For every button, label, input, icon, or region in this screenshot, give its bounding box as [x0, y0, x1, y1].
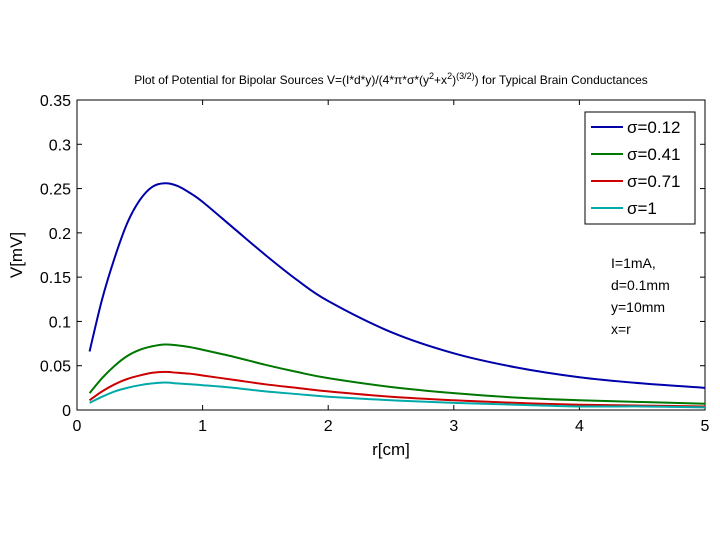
- series-line: [88, 182, 706, 389]
- x-tick-label: 3: [449, 418, 458, 435]
- y-axis-ticks: 0 0.05 0.1 0.15 0.2 0.25 0.3 0.35: [40, 93, 705, 420]
- y-tick-label: 0.25: [40, 182, 71, 199]
- y-tick-label: 0.2: [49, 226, 71, 243]
- chart-title: Plot of Potential for Bipolar Sources V=…: [134, 71, 648, 87]
- x-tick-label: 2: [324, 418, 333, 435]
- legend-label: σ=0.12: [627, 118, 681, 137]
- x-axis-ticks: 0 1 2 3 4 5: [73, 100, 710, 435]
- legend: σ=0.12 σ=0.41 σ=0.71 σ=1: [584, 111, 696, 225]
- title-part: Plot of Potential for Bipolar Sources V=…: [134, 73, 429, 87]
- x-tick-label: 0: [73, 418, 82, 435]
- title-part: +x: [434, 73, 447, 87]
- title-part: (3/2): [456, 71, 475, 81]
- annotation-line: I=1mA,: [611, 255, 656, 271]
- title-part: ): [452, 73, 456, 87]
- y-tick-label: 0.35: [40, 93, 71, 110]
- title-part: 2: [447, 71, 452, 81]
- legend-box: [584, 111, 696, 225]
- annotation-line: y=10mm: [611, 299, 665, 315]
- y-tick-label: 0.05: [40, 359, 71, 376]
- title-part: 2: [429, 71, 434, 81]
- series-line: [88, 343, 706, 405]
- x-tick-label: 4: [575, 418, 584, 435]
- annotation-line: d=0.1mm: [611, 277, 670, 293]
- series-group: [88, 182, 706, 409]
- y-tick-label: 0.3: [49, 137, 71, 154]
- annotation-line: x=r: [611, 321, 631, 337]
- annotation-box: I=1mA, d=0.1mm y=10mm x=r: [611, 255, 670, 337]
- series-line: [89, 381, 706, 409]
- x-tick-label: 5: [701, 418, 710, 435]
- legend-label: σ=0.71: [627, 172, 681, 191]
- x-tick-label: 1: [198, 418, 207, 435]
- x-axis-label: r[cm]: [372, 440, 410, 459]
- series-line: [88, 370, 706, 408]
- legend-label: σ=1: [627, 199, 657, 218]
- y-tick-label: 0.1: [49, 314, 71, 331]
- y-tick-label: 0.15: [40, 270, 71, 287]
- legend-label: σ=0.41: [627, 145, 681, 164]
- title-part: ) for Typical Brain Conductances: [475, 73, 648, 87]
- y-tick-label: 0: [62, 403, 71, 420]
- y-axis-label: V[mV]: [7, 232, 26, 278]
